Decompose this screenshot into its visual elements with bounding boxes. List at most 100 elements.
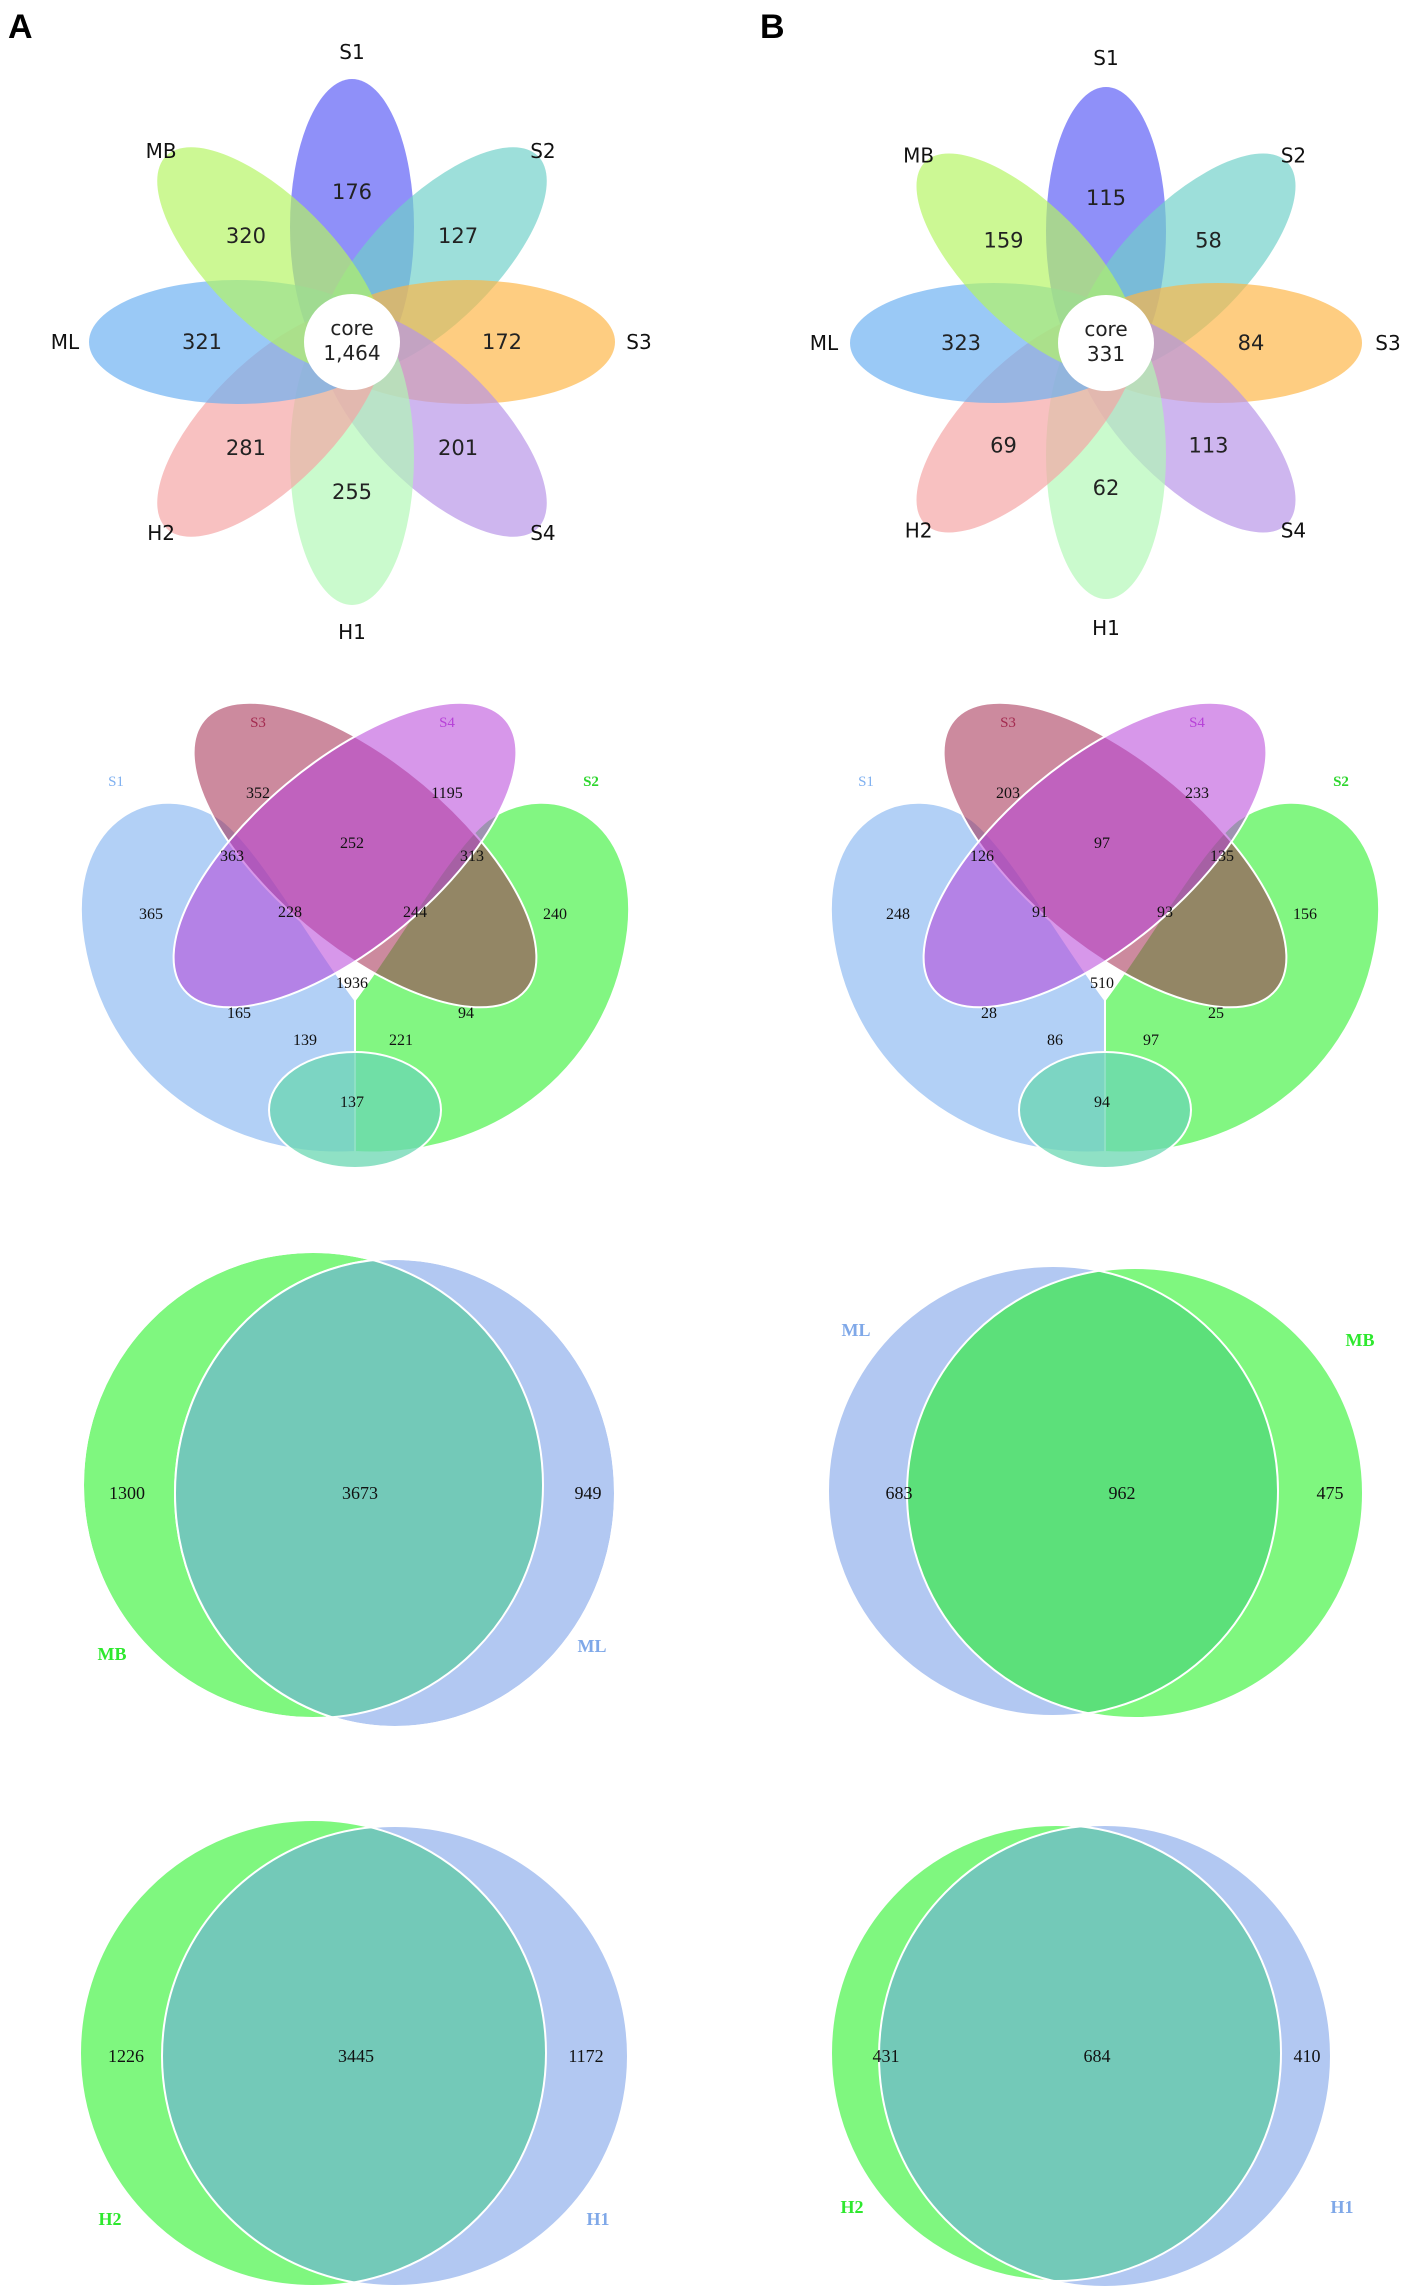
region-s3-s2: 94 — [458, 1005, 474, 1022]
venn2-label-right: MB — [1346, 1330, 1375, 1350]
region-s3-s4-s2: 244 — [403, 904, 427, 921]
panel-label-a: A — [8, 8, 33, 46]
venn2-both: 962 — [1109, 1483, 1136, 1503]
region-s4-only: 1195 — [431, 785, 462, 802]
petal-label-ml: ML — [810, 331, 839, 355]
region-s1-s2: 137 — [340, 1094, 364, 1111]
venn2-diagram-a-top: 1300 3673 949 MB ML — [82, 1251, 616, 1728]
core-value: 331 — [1087, 342, 1125, 366]
petal-value-s1: 176 — [332, 180, 372, 204]
region-s4-only: 233 — [1185, 785, 1209, 802]
venn2-label-right: H1 — [1330, 2197, 1353, 2217]
venn2-diagram-b-bottom: 431 684 410 H2 H1 — [830, 1824, 1354, 2288]
venn2-both: 3673 — [342, 1483, 378, 1503]
petal-value-s4: 201 — [438, 436, 478, 460]
petal-label-s1: S1 — [1093, 46, 1118, 70]
venn2-both: 684 — [1084, 2046, 1111, 2066]
petal-value-s1: 115 — [1086, 186, 1126, 210]
region-s3-only: 203 — [996, 785, 1020, 802]
venn2-overlap — [907, 1268, 1278, 1716]
venn4-set-s4 — [922, 701, 1268, 1009]
petal-value-s2: 127 — [438, 224, 478, 248]
region-s1-s3-s4: 91 — [1032, 904, 1048, 921]
petal-label-h2: H2 — [147, 521, 175, 545]
petal-label-ml: ML — [51, 330, 80, 354]
core-value: 1,464 — [323, 341, 380, 365]
petal-label-mb: MB — [903, 144, 934, 168]
venn2-label-right: H1 — [586, 2209, 609, 2229]
region-s1-s3-s2: 97 — [1143, 1032, 1159, 1049]
petal-value-ml: 321 — [182, 330, 222, 354]
venn2-label-right: ML — [578, 1636, 607, 1656]
venn2-left-only: 683 — [886, 1483, 913, 1503]
petal-value-s3: 172 — [482, 330, 522, 354]
petal-label-h1: H1 — [338, 620, 366, 644]
petal-value-s3: 84 — [1238, 331, 1265, 355]
venn4-label-s2: S2 — [583, 774, 599, 790]
venn2-overlap — [879, 1825, 1281, 2281]
venn4-lens — [1018, 1051, 1192, 1169]
region-s1-only: 248 — [886, 906, 910, 923]
venn4-label-s2: S2 — [1333, 774, 1349, 790]
flower-diagram-a: 176 S1 127 S2 172 S3 201 S4 255 H1 281 H2 321 ML 320 MB… — [51, 40, 652, 644]
venn2-right-only: 949 — [575, 1483, 602, 1503]
petal-label-s2: S2 — [1281, 144, 1306, 168]
petal-value-h2: 281 — [226, 436, 266, 460]
venn2-label-left: ML — [842, 1320, 871, 1340]
petal-label-s2: S2 — [530, 139, 555, 163]
region-s4-s2: 135 — [1210, 848, 1234, 865]
region-s1-only: 365 — [139, 906, 163, 923]
region-s3-s4: 97 — [1094, 835, 1110, 852]
petal-value-s4: 113 — [1188, 434, 1228, 458]
region-s1-s4: 28 — [981, 1005, 997, 1022]
venn2-left-only: 1300 — [109, 1483, 145, 1503]
petal-label-s3: S3 — [1375, 331, 1400, 355]
venn4-label-s1: S1 — [108, 774, 124, 790]
petal-label-s3: S3 — [626, 330, 651, 354]
venn4-label-s4: S4 — [439, 715, 455, 731]
venn2-label-left: H2 — [98, 2209, 121, 2229]
region-s4-s2: 313 — [460, 848, 484, 865]
core-label: core — [1084, 317, 1127, 341]
petal-label-s4: S4 — [530, 521, 555, 545]
venn4-diagram-a: S1 S3 S4 S2 365 352 1195 240 363 252 313… — [79, 701, 631, 1169]
region-s3-s4: 252 — [340, 835, 364, 852]
petal-value-ml: 323 — [941, 331, 981, 355]
region-s1-s3-s2: 221 — [389, 1032, 413, 1049]
venn4-lens — [268, 1051, 442, 1169]
venn2-both: 3445 — [338, 2046, 374, 2066]
region-s1-s2: 94 — [1094, 1094, 1110, 1111]
region-s3-s2: 25 — [1208, 1005, 1224, 1022]
petal-label-mb: MB — [146, 139, 177, 163]
venn2-diagram-a-bottom: 1226 3445 1172 H2 H1 — [79, 1819, 629, 2287]
region-s3-s4-s2: 93 — [1157, 904, 1173, 921]
venn4-diagram-b: S1 S3 S4 S2 248 203 233 156 126 97 135 9… — [829, 701, 1381, 1169]
venn2-right-only: 1172 — [568, 2046, 603, 2066]
region-s1-s4-s2: 86 — [1047, 1032, 1063, 1049]
venn2-left-only: 1226 — [108, 2046, 144, 2066]
panel-label-b: B — [760, 8, 785, 46]
petal-label-h1: H1 — [1092, 616, 1120, 640]
region-s3-only: 352 — [246, 785, 270, 802]
petal-value-mb: 320 — [226, 224, 266, 248]
region-s1-s3: 363 — [220, 848, 244, 865]
venn4-label-s3: S3 — [1000, 715, 1016, 731]
region-s1-s4: 165 — [227, 1005, 251, 1022]
region-s2-only: 156 — [1293, 906, 1317, 923]
petal-value-mb: 159 — [983, 229, 1023, 253]
flower-diagram-b: 115 S1 58 S2 84 S3 113 S4 62 H1 69 H2 323 ML 159 MB cor… — [810, 46, 1401, 640]
core-circle — [304, 294, 400, 390]
venn2-diagram-b-top: 683 962 475 ML MB — [827, 1265, 1375, 1719]
petal-value-h1: 62 — [1093, 476, 1120, 500]
petal-value-h1: 255 — [332, 480, 372, 504]
region-all: 510 — [1090, 975, 1114, 992]
venn4-set-s4 — [172, 701, 518, 1009]
region-all: 1936 — [336, 975, 368, 992]
petal-value-s2: 58 — [1195, 229, 1222, 253]
venn2-label-left: MB — [98, 1644, 127, 1664]
region-s1-s3-s4: 228 — [278, 904, 302, 921]
petal-label-s1: S1 — [339, 40, 364, 64]
petal-value-h2: 69 — [990, 434, 1017, 458]
region-s1-s4-s2: 139 — [293, 1032, 317, 1049]
petal-label-h2: H2 — [905, 518, 933, 542]
